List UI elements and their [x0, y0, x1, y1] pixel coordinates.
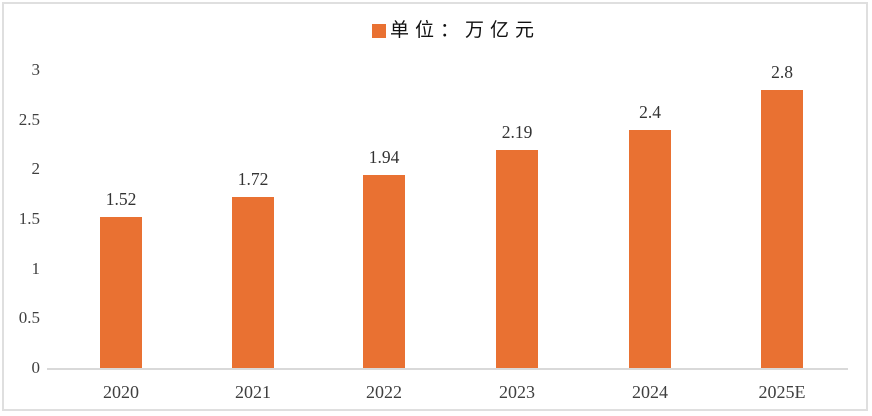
- bar: [629, 129, 671, 368]
- bar-value-label: 2.4: [639, 101, 661, 122]
- bar-value-label: 1.52: [105, 189, 137, 209]
- y-axis-tick-label: 0: [31, 358, 41, 377]
- y-axis-tick-label: 2.5: [18, 109, 40, 129]
- x-axis-category-label: 2020: [103, 382, 139, 402]
- legend: 单位：万亿元: [372, 20, 540, 42]
- x-axis-category-label: 2025E: [758, 382, 806, 402]
- legend-label: 单位：万亿元: [390, 20, 541, 41]
- y-axis-tick-label: 3: [31, 60, 41, 79]
- bar: [232, 197, 274, 368]
- bar: [761, 89, 803, 368]
- y-axis-tick-label: 2: [31, 159, 41, 179]
- bar-value-label: 2.8: [771, 61, 793, 82]
- x-axis-category-label: 2021: [235, 382, 271, 402]
- bar-value-label: 1.94: [368, 147, 400, 168]
- legend-color-swatch: [372, 24, 386, 38]
- bar: [496, 150, 538, 368]
- y-axis-tick-label: 1: [31, 258, 41, 278]
- x-axis-category-label: 2023: [499, 382, 535, 402]
- bar-value-label: 2.19: [501, 122, 533, 143]
- bar: [100, 217, 142, 368]
- x-axis-category-label: 2022: [366, 382, 402, 402]
- y-axis-tick-label: 0.5: [18, 308, 40, 328]
- bar-value-label: 1.72: [237, 169, 269, 190]
- y-axis-tick-label: 1.5: [18, 209, 40, 228]
- x-axis-line: [47, 368, 848, 370]
- x-axis-category-label: 2024: [632, 382, 668, 402]
- bar: [363, 175, 405, 368]
